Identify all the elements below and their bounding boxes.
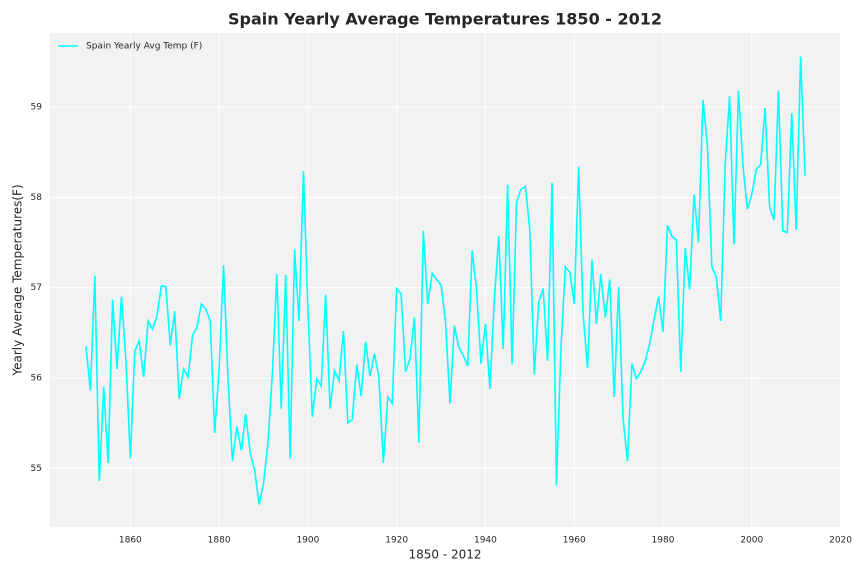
x-tick-label: 2020 xyxy=(829,536,852,546)
x-tick-label: 1980 xyxy=(652,536,675,546)
y-tick-label: 57 xyxy=(31,283,42,293)
y-tick-label: 58 xyxy=(31,193,43,203)
x-tick-label: 1900 xyxy=(296,536,319,546)
x-tick-label: 1860 xyxy=(119,536,142,546)
x-tick-label: 2000 xyxy=(740,536,763,546)
y-tick-label: 55 xyxy=(31,464,42,474)
x-tick-label: 1940 xyxy=(474,536,497,546)
x-tick-label: 1960 xyxy=(563,536,586,546)
legend-label: Spain Yearly Avg Temp (F) xyxy=(86,42,202,52)
y-tick-label: 56 xyxy=(31,373,43,383)
plot-area xyxy=(50,33,841,527)
chart-title: Spain Yearly Average Temperatures 1850 -… xyxy=(228,10,662,29)
x-tick-label: 1880 xyxy=(208,536,231,546)
data-line xyxy=(85,56,806,505)
y-axis-label: Yearly Average Temperatures(F) xyxy=(11,184,25,376)
y-tick-label: 59 xyxy=(31,103,43,113)
x-tick-label: 1920 xyxy=(385,536,408,546)
x-axis-label: 1850 - 2012 xyxy=(408,548,481,562)
